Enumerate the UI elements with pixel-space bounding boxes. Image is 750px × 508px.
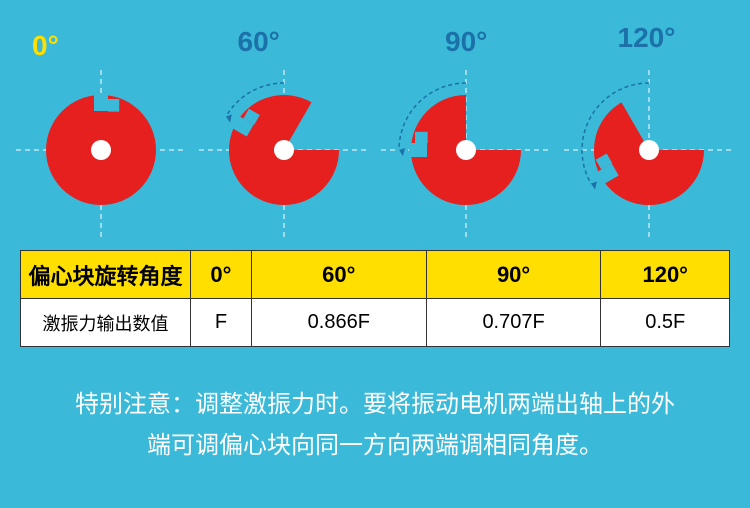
wedge-svg-0 — [16, 70, 186, 240]
hdr-2: 90° — [426, 251, 601, 299]
hdr-3: 120° — [601, 251, 730, 299]
hdr-1: 60° — [251, 251, 426, 299]
angle-label-1: 60° — [238, 26, 280, 58]
angle-label-3: 120° — [618, 22, 676, 54]
value-table: 偏心块旋转角度 0° 60° 90° 120° 激振力输出数值 F 0.866F… — [20, 250, 730, 347]
wedge-svg-3 — [564, 70, 734, 240]
diagram-cell-2: 90° — [375, 20, 558, 240]
val-2: 0.707F — [426, 299, 601, 347]
note-line2: 端可调偏心块向同一方向两端调相同角度。 — [147, 432, 603, 459]
val-1: 0.866F — [251, 299, 426, 347]
val-0: F — [191, 299, 252, 347]
row1-label: 偏心块旋转角度 — [21, 251, 191, 299]
note-line1: 特别注意：调整激振力时。要将振动电机两端出轴上的外 — [75, 391, 675, 418]
wedge-svg-2 — [381, 70, 551, 240]
diagram-row: 0° 60° 90° — [0, 0, 750, 250]
note-text: 特别注意：调整激振力时。要将振动电机两端出轴上的外 端可调偏心块向同一方向两端调… — [0, 347, 750, 467]
angle-label-2: 90° — [445, 26, 487, 58]
val-3: 0.5F — [601, 299, 730, 347]
diagram-cell-1: 60° — [193, 20, 376, 240]
table-header-row: 偏心块旋转角度 0° 60° 90° 120° — [21, 251, 730, 299]
diagram-cell-3: 120° — [558, 20, 741, 240]
angle-label-0: 0° — [32, 30, 59, 62]
wedge-svg-1 — [199, 70, 369, 240]
table-data-row: 激振力输出数值 F 0.866F 0.707F 0.5F — [21, 299, 730, 347]
diagram-cell-0: 0° — [10, 20, 193, 240]
eccentric-angle-infographic: 0° 60° 90° — [0, 0, 750, 508]
hdr-0: 0° — [191, 251, 252, 299]
row2-label: 激振力输出数值 — [21, 299, 191, 347]
